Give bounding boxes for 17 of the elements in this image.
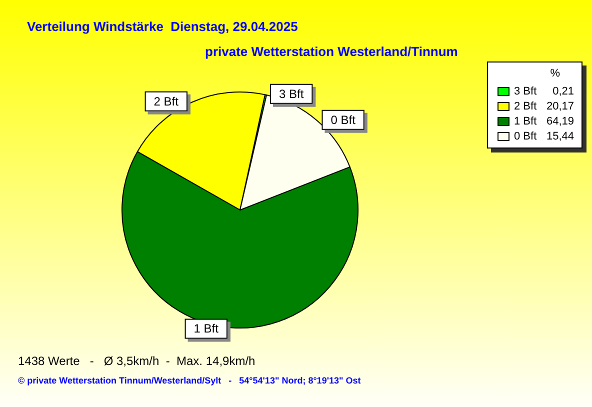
slice-label: 0 Bft bbox=[330, 112, 356, 127]
chart-subtitle: private Wetterstation Westerland/Tinnum bbox=[205, 44, 458, 59]
category-label: 3 Bft bbox=[279, 86, 304, 101]
text: © private Wetterstation Tinnum/Westerland/Sylt - 54°54'13" Nord; 8°19'13" Ost bbox=[18, 376, 361, 386]
data-label: 0,21 bbox=[552, 86, 574, 98]
slice-label: 2 Bft bbox=[154, 94, 180, 108]
data-label: 20,17 bbox=[546, 100, 574, 112]
data-label: 64,19 bbox=[546, 116, 574, 128]
legend-label: 3 Bft bbox=[514, 86, 537, 98]
legend-label: 1 Bft bbox=[514, 116, 537, 128]
legend-title: % bbox=[550, 68, 560, 80]
text: 1438 Werte - Ø 3,5km/h - Max. 14,9km/h bbox=[18, 354, 256, 368]
data-label: 15,44 bbox=[546, 130, 574, 142]
legend-label: 2 Bft bbox=[514, 100, 537, 112]
chart-title: Verteilung Windstärke Dienstag, 29.04.2025 bbox=[27, 19, 298, 34]
slice-label: 1 Bft bbox=[194, 322, 220, 336]
legend-label: 0 Bft bbox=[514, 130, 537, 142]
